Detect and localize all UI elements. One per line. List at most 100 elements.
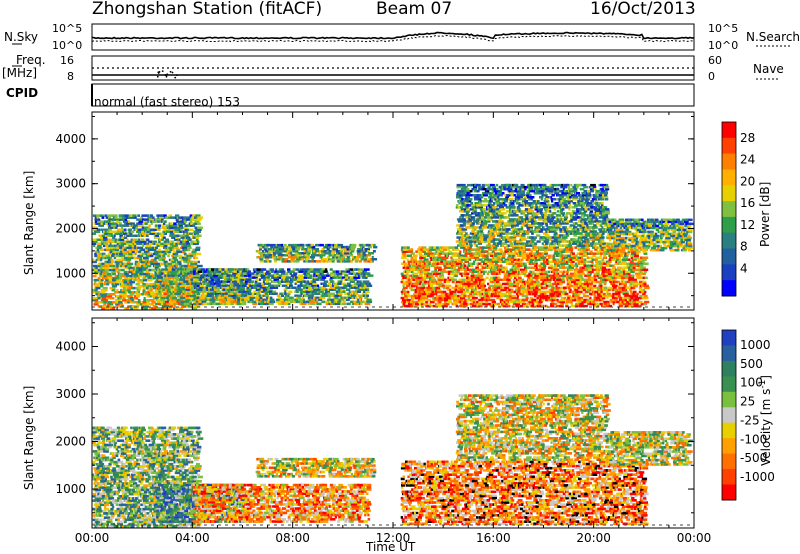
- power-cell: [162, 288, 166, 291]
- power-cell: [529, 288, 533, 292]
- power-cell: [187, 244, 191, 248]
- power-cell: [486, 298, 489, 302]
- power-cell: [486, 294, 489, 298]
- power-cell: [364, 250, 369, 253]
- power-cell: [198, 286, 204, 289]
- power-cell: [94, 299, 97, 302]
- freq-units: [MHz]: [2, 66, 38, 80]
- power-cell: [100, 266, 102, 270]
- power-cell: [100, 293, 103, 296]
- power-cell: [276, 280, 281, 283]
- power-cell: [326, 272, 329, 275]
- power-cell: [182, 256, 186, 260]
- power-cell: [540, 276, 544, 280]
- power-cell: [410, 252, 415, 255]
- power-cell: [512, 278, 515, 282]
- power-cell: [134, 260, 138, 264]
- power-cell: [248, 290, 252, 293]
- nsky-frame: [91, 23, 695, 51]
- power-cell: [176, 250, 182, 254]
- power-cell: [288, 260, 292, 263]
- power-cell: [533, 300, 537, 304]
- power-cell: [312, 280, 316, 283]
- power-cell: [361, 282, 368, 285]
- power-cell: [113, 264, 116, 268]
- power-cell: [341, 260, 346, 263]
- power-cell: [362, 256, 366, 259]
- power-cell: [187, 266, 193, 270]
- power-cell: [193, 242, 199, 246]
- power-cell: [333, 282, 337, 285]
- power-cell: [128, 248, 132, 252]
- power-cell: [99, 236, 106, 239]
- power-cell: [246, 278, 252, 281]
- power-cell: [224, 286, 228, 289]
- power-cell: [145, 244, 149, 248]
- power-cell: [183, 290, 186, 293]
- power-cell: [453, 300, 456, 304]
- power-cell: [157, 254, 161, 258]
- power-cell: [160, 272, 164, 275]
- power-cell: [192, 214, 198, 217]
- power-cell: [267, 276, 270, 279]
- power-cell: [343, 290, 346, 293]
- power-cell: [126, 242, 130, 246]
- power-cell: [278, 300, 281, 304]
- power-cell: [158, 242, 162, 246]
- power-cell: [271, 300, 274, 304]
- power-cell: [290, 254, 297, 257]
- power-cell: [139, 272, 143, 276]
- power-cell: [437, 298, 444, 302]
- power-cell: [274, 245, 279, 249]
- power-cell: [468, 268, 475, 272]
- power-cell: [176, 234, 180, 237]
- power-cell: [158, 240, 161, 244]
- power-cell: [100, 288, 107, 292]
- power-cell: [115, 226, 118, 229]
- power-cell: [110, 305, 114, 308]
- power-cell: [414, 264, 419, 267]
- power-cell: [321, 274, 326, 277]
- power-cell: [300, 278, 305, 281]
- power-cell: [366, 282, 369, 285]
- power-cell: [151, 230, 156, 233]
- power-cell: [189, 224, 193, 227]
- power-cell: [107, 276, 113, 280]
- power-cell: [134, 264, 139, 268]
- power-cell: [240, 284, 244, 287]
- power-cell: [266, 280, 270, 283]
- power-cell: [303, 294, 309, 297]
- power-cell: [268, 282, 272, 285]
- power-cell: [420, 300, 424, 304]
- power-cell: [431, 254, 436, 257]
- power-cell: [445, 280, 451, 284]
- power-cell: [222, 288, 225, 291]
- power-cell: [180, 216, 186, 219]
- power-cell: [196, 228, 202, 231]
- power-cell: [107, 232, 113, 235]
- power-cell: [216, 282, 221, 285]
- power-cell: [419, 258, 423, 261]
- power-cell: [144, 256, 149, 260]
- power-cell: [407, 298, 412, 302]
- power-cell: [191, 250, 197, 254]
- power-cell: [220, 284, 224, 287]
- power-cell: [329, 302, 333, 306]
- power-cell: [257, 300, 262, 304]
- power-cell: [186, 284, 192, 287]
- power-cell: [531, 292, 538, 296]
- power-cell: [311, 248, 317, 251]
- power-cell: [318, 252, 321, 255]
- power-cell: [269, 260, 272, 263]
- power-cell: [260, 300, 263, 304]
- power-cell: [210, 282, 213, 285]
- power-cell: [185, 278, 191, 282]
- power-cell: [293, 260, 298, 263]
- power-cell: [264, 256, 271, 259]
- power-cell: [418, 302, 423, 306]
- power-cell: [466, 250, 469, 253]
- power-cell: [127, 288, 131, 292]
- power-cell: [152, 307, 157, 310]
- power-cell: [406, 266, 410, 269]
- power-cell: [164, 232, 167, 235]
